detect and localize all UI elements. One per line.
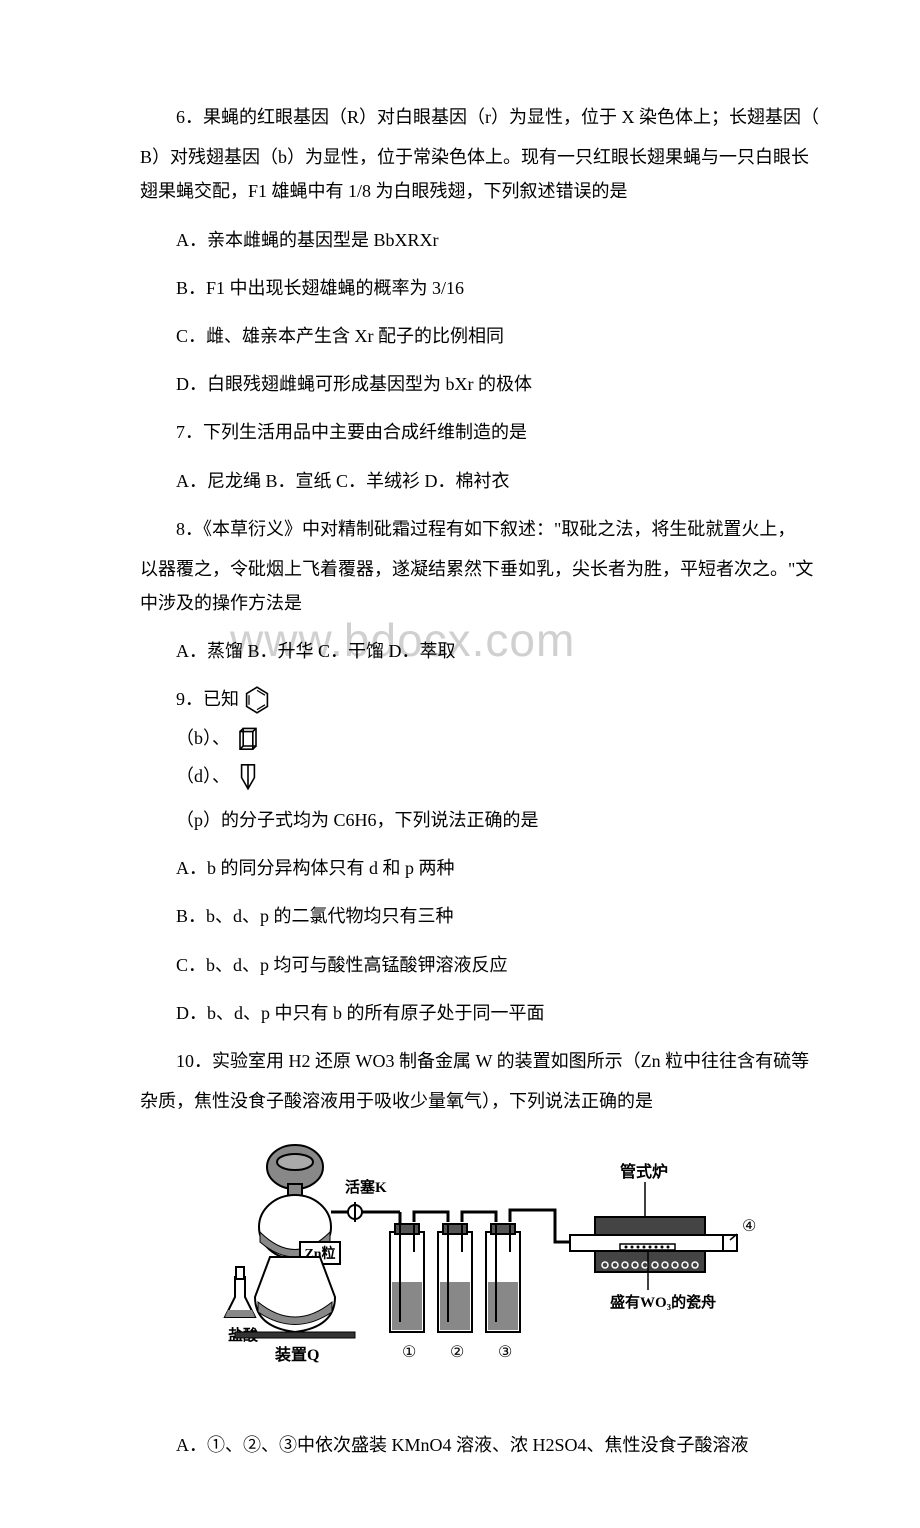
wash-bottle-1: ① — [390, 1224, 424, 1361]
prismane-icon — [232, 722, 264, 754]
q9-option-a: A．b 的同分异构体只有 d 和 p 两种 — [140, 851, 820, 885]
q9-b-row: （b）、 — [140, 721, 820, 755]
label-2: ② — [450, 1344, 464, 1361]
q10-stem-line2: 杂质，焦性没食子酸溶液用于吸收少量氧气），下列说法正确的是 — [140, 1084, 820, 1118]
q6-stem-text-1: 6．果蝇的红眼基因（R）对白眼基因（r）为显性，位于 X 染色体上；长翅基因（ — [176, 107, 819, 127]
q9-option-b: B．b、d、p 的二氯代物均只有三种 — [140, 899, 820, 933]
q10-stem-line1: 10．实验室用 H2 还原 WO3 制备金属 W 的装置如图所示（Zn 粒中往往… — [140, 1044, 820, 1078]
q6-stem-line2: B）对残翅基因（b）为显性，位于常染色体上。现有一只红眼长翅果蝇与一只白眼长 — [140, 140, 820, 174]
cizhou-label: 盛有WO₃的瓷舟 — [610, 1293, 716, 1311]
label-3: ③ — [498, 1344, 512, 1361]
q9-p-line: （p）的分子式均为 C6H6，下列说法正确的是 — [140, 803, 820, 837]
benzene-hexagon-icon — [241, 684, 273, 716]
q6-stem-line1: 6．果蝇的红眼基因（R）对白眼基因（r）为显性，位于 X 染色体上；长翅基因（ — [140, 100, 820, 134]
q6-option-a: A．亲本雌蝇的基因型是 BbXRXr — [140, 223, 820, 257]
q9-d-row: （d）、 — [140, 759, 820, 793]
q9-b-label: （b）、 — [176, 721, 230, 755]
apparatus-svg: Zn粒 盐酸 装置Q 活塞K — [200, 1132, 760, 1402]
q8-stem-line1: 8．《本草衍义》中对精制砒霜过程有如下叙述："取砒之法，将生砒就置火上， — [140, 512, 820, 546]
wash-bottle-2: ② — [438, 1224, 472, 1361]
q7-options: A．尼龙绳 B．宣纸 C．羊绒衫 D．棉衬衣 — [140, 464, 820, 498]
label-4: ④ — [742, 1218, 756, 1235]
q8-options: A．蒸馏 B．升华 C．干馏 D．萃取 — [140, 634, 820, 668]
q6-stem-text-3: 翅果蝇交配，F1 雄蝇中有 1/8 为白眼残翅，下列叙述错误的是 — [140, 181, 628, 201]
dewar-benzene-icon — [232, 760, 264, 792]
q6-stem-line3: 翅果蝇交配，F1 雄蝇中有 1/8 为白眼残翅，下列叙述错误的是 — [140, 174, 820, 208]
q8-stem-line3: 中涉及的操作方法是 — [140, 586, 820, 620]
q9-option-c: C．b、d、p 均可与酸性高锰酸钾溶液反应 — [140, 948, 820, 982]
apparatus-figure: Zn粒 盐酸 装置Q 活塞K — [140, 1132, 820, 1413]
q6-stem-text-2: B）对残翅基因（b）为显性，位于常染色体上。现有一只红眼长翅果蝇与一只白眼长 — [140, 147, 809, 167]
q10-option-a: A．①、②、③中依次盛装 KMnO4 溶液、浓 H2SO4、焦性没食子酸溶液 — [140, 1428, 820, 1462]
zhuangzhi-q-label: 装置Q — [274, 1345, 319, 1364]
wash-bottle-3: ③ — [486, 1224, 520, 1361]
q9-stem-row: 9．已知 — [140, 682, 820, 716]
q9-stem-start: 9．已知 — [176, 682, 239, 716]
q9-option-d: D．b、d、p 中只有 b 的所有原子处于同一平面 — [140, 996, 820, 1030]
q7-stem: 7．下列生活用品中主要由合成纤维制造的是 — [140, 415, 820, 449]
q8-stem-line2: 以器覆之，令砒烟上飞着覆器，遂凝结累然下垂如乳，尖长者为胜，平短者次之。"文 — [140, 552, 820, 586]
q9-d-label: （d）、 — [176, 759, 230, 793]
label-1: ① — [402, 1344, 416, 1361]
q6-option-c: C．雌、雄亲本产生含 Xr 配子的比例相同 — [140, 319, 820, 353]
q6-option-b: B．F1 中出现长翅雄蝇的概率为 3/16 — [140, 271, 820, 305]
q6-option-d: D．白眼残翅雌蝇可形成基因型为 bXr 的极体 — [140, 367, 820, 401]
guanshilu-label: 管式炉 — [620, 1162, 668, 1181]
huosai-k-label: 活塞K — [345, 1178, 387, 1196]
